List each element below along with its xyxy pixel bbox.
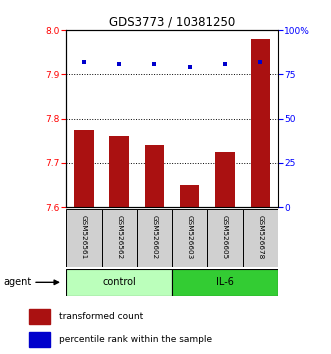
Text: GSM526605: GSM526605 <box>222 215 228 259</box>
Bar <box>145 145 164 207</box>
Bar <box>110 136 129 207</box>
Bar <box>137 209 172 267</box>
Point <box>258 59 263 65</box>
Text: GSM526678: GSM526678 <box>258 215 263 259</box>
Bar <box>29 332 50 347</box>
Bar <box>215 152 235 207</box>
Bar <box>66 209 102 267</box>
Bar <box>243 209 278 267</box>
Text: GSM526603: GSM526603 <box>187 215 193 259</box>
Point <box>152 61 157 67</box>
Bar <box>74 130 94 207</box>
Title: GDS3773 / 10381250: GDS3773 / 10381250 <box>109 16 235 29</box>
Text: IL-6: IL-6 <box>216 277 234 287</box>
Bar <box>172 209 208 267</box>
Point <box>117 61 122 67</box>
Bar <box>29 309 50 324</box>
Text: control: control <box>102 277 136 287</box>
Text: transformed count: transformed count <box>59 312 144 321</box>
Text: percentile rank within the sample: percentile rank within the sample <box>59 335 213 344</box>
Text: GSM526561: GSM526561 <box>81 215 87 259</box>
Bar <box>208 209 243 267</box>
Bar <box>180 185 200 207</box>
Bar <box>66 269 172 296</box>
Text: GSM526562: GSM526562 <box>116 215 122 259</box>
Point <box>187 64 192 70</box>
Text: agent: agent <box>3 277 31 287</box>
Point <box>81 59 86 65</box>
Bar <box>251 39 270 207</box>
Point <box>222 61 228 67</box>
Text: GSM526602: GSM526602 <box>152 215 158 259</box>
Bar <box>172 269 278 296</box>
Bar <box>102 209 137 267</box>
